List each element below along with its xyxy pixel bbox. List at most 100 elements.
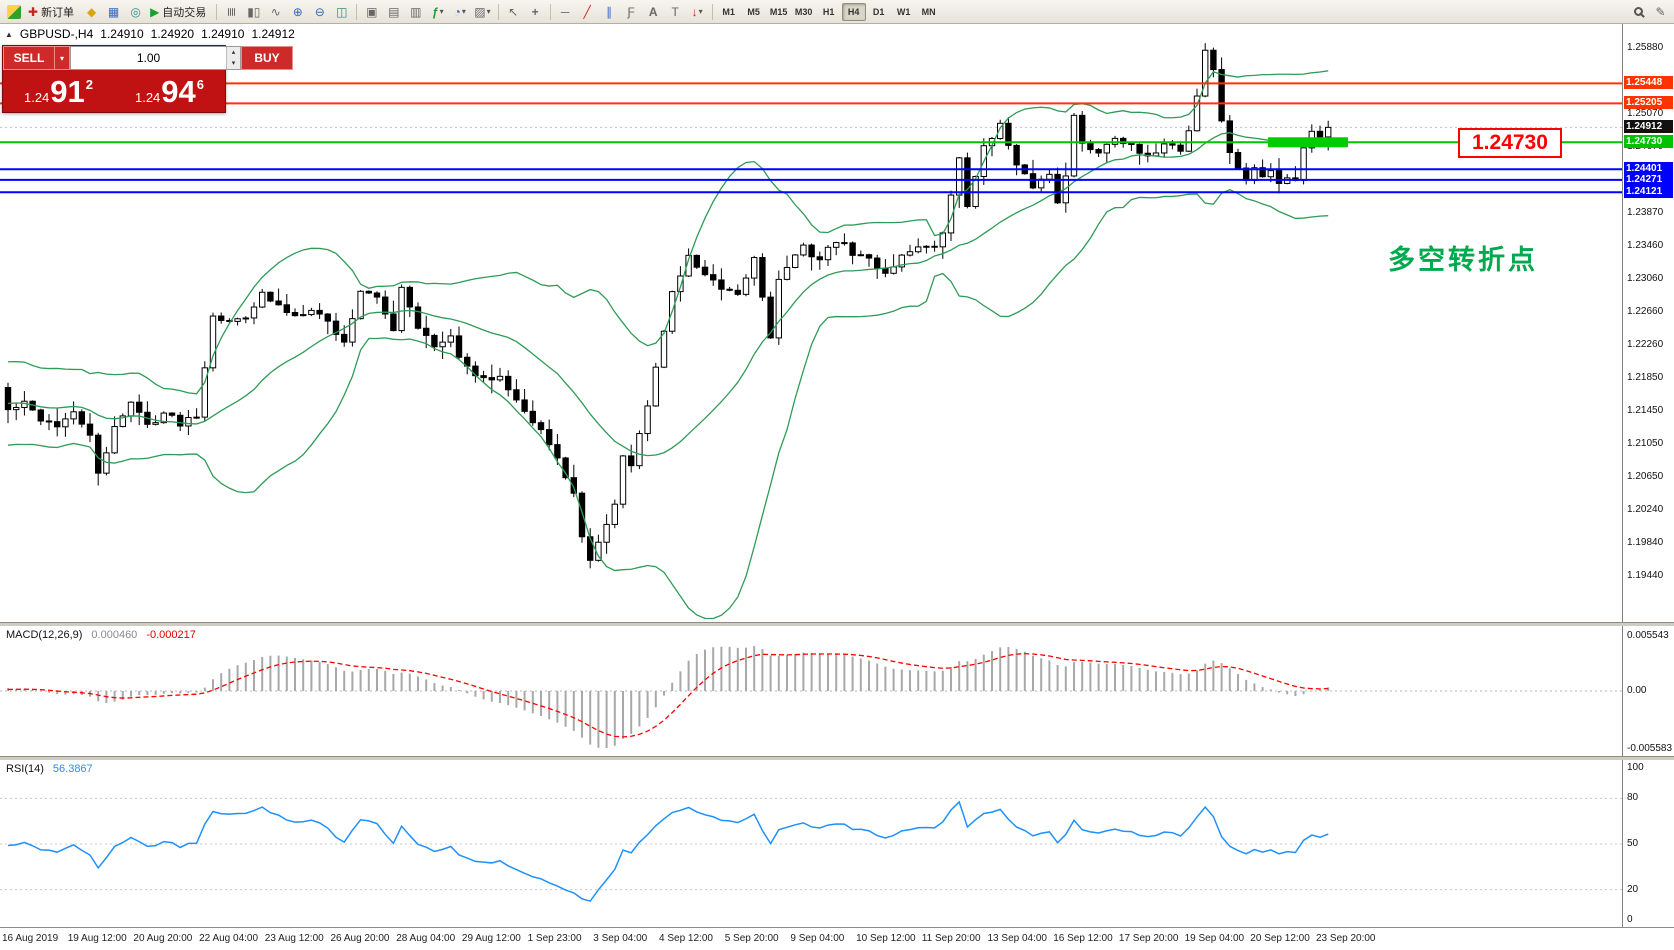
time-label: 28 Aug 04:00 bbox=[396, 933, 456, 944]
trendline-button[interactable]: ╱ bbox=[577, 2, 598, 22]
price-tick: 1.23060 bbox=[1627, 273, 1664, 285]
price-tick: 1.25880 bbox=[1627, 42, 1664, 53]
time-label: 16 Sep 12:00 bbox=[1053, 933, 1113, 944]
templates-icon: ▨ bbox=[474, 4, 486, 19]
timeframe-m30[interactable]: M30 bbox=[792, 3, 816, 21]
price-tick: 1.22660 bbox=[1627, 306, 1664, 317]
indicators-button[interactable]: ƒ ▾ bbox=[427, 2, 448, 22]
timeframe-d1[interactable]: D1 bbox=[867, 3, 891, 21]
time-label: 20 Sep 12:00 bbox=[1250, 933, 1310, 944]
macd-panel[interactable]: 0.005543 0.00 -0.005583 MACD(12,26,9) 0.00… bbox=[0, 626, 1674, 756]
bar-chart-button[interactable]: ≣ bbox=[221, 2, 242, 22]
tile-horizontal-button[interactable]: ▤ bbox=[383, 2, 404, 22]
high-value: 1.24920 bbox=[150, 27, 195, 41]
volume-input[interactable] bbox=[71, 47, 226, 69]
search-button[interactable] bbox=[1628, 2, 1649, 22]
bid-price-label: 1.24912 bbox=[1624, 120, 1673, 134]
sell-price-sup: 2 bbox=[85, 76, 94, 92]
price-axis[interactable]: 1.258801.250701.246701.238701.234601.230… bbox=[1622, 24, 1674, 622]
time-label: 9 Sep 04:00 bbox=[790, 933, 845, 944]
candlestick-chart[interactable] bbox=[0, 24, 1622, 622]
toolbar-separator bbox=[497, 3, 499, 20]
mt4-logo-button[interactable] bbox=[3, 2, 24, 22]
zoom-in-button[interactable]: ⊕ bbox=[287, 2, 308, 22]
periods-button[interactable]: ◔ ▾ bbox=[449, 2, 470, 22]
rsi-label: RSI(14) bbox=[6, 763, 44, 775]
label-tool-button[interactable]: T bbox=[665, 2, 686, 22]
timeframe-h4[interactable]: H4 bbox=[841, 2, 866, 21]
buy-price-sup: 6 bbox=[196, 76, 205, 92]
fibonacci-button[interactable]: Ƒ bbox=[621, 2, 642, 22]
market-watch-button[interactable]: ▦ bbox=[103, 2, 124, 22]
price-tick: 1.20650 bbox=[1627, 470, 1664, 482]
label-tool-icon: T bbox=[671, 4, 679, 19]
price-tick: 1.21450 bbox=[1627, 405, 1664, 417]
templates-button[interactable]: ▨ ▾ bbox=[471, 2, 493, 22]
macd-chart[interactable] bbox=[0, 626, 1622, 756]
time-axis[interactable]: 16 Aug 2019 19 Aug 12:00 20 Aug 20:00 22 Au… bbox=[0, 927, 1674, 950]
price-tick: 1.25070 bbox=[1627, 108, 1664, 120]
time-label: 11 Sep 20:00 bbox=[921, 933, 981, 944]
volume-up-button[interactable]: ▴ bbox=[227, 47, 240, 58]
new-order-button[interactable]: ✚ 新订单 bbox=[25, 2, 80, 22]
sell-options-dropdown[interactable]: ▾ bbox=[55, 46, 70, 70]
candlestick-chart-button[interactable]: ▮▯ bbox=[243, 2, 264, 22]
buy-price[interactable]: 1.24 94 6 bbox=[114, 70, 225, 112]
mql-editor-button[interactable]: ◆ bbox=[81, 2, 102, 22]
rsi-tick: 20 bbox=[1627, 883, 1639, 895]
arrow-tool-button[interactable]: ↓ ▾ bbox=[687, 2, 708, 22]
cascade-windows-button[interactable]: ▣ bbox=[361, 2, 382, 22]
candlestick-chart-icon: ▮▯ bbox=[247, 4, 261, 19]
dropdown-icon: ▾ bbox=[439, 7, 444, 16]
timeframe-m1[interactable]: M1 bbox=[717, 3, 741, 21]
channel-button[interactable]: ∥ bbox=[599, 2, 620, 22]
dropdown-icon: ▾ bbox=[698, 7, 703, 16]
trade-panel-prices: 1.24 91 2 1.24 94 6 bbox=[3, 70, 225, 112]
volume-down-button[interactable]: ▾ bbox=[227, 58, 240, 69]
periods-icon: ◔ bbox=[453, 4, 461, 19]
hline-price-label: 1.25448 bbox=[1624, 76, 1673, 90]
horizontal-line-button[interactable]: ─ bbox=[555, 2, 576, 22]
price-tick: 1.21050 bbox=[1627, 438, 1664, 449]
buy-button[interactable]: BUY bbox=[241, 46, 293, 70]
trendline-icon: ╱ bbox=[583, 4, 591, 19]
crosshair-button[interactable]: + bbox=[525, 2, 546, 22]
timeframe-m15[interactable]: M15 bbox=[767, 3, 791, 21]
macd-header: MACD(12,26,9) 0.000460 -0.000217 bbox=[6, 629, 196, 641]
edit-button[interactable]: ✎ bbox=[1650, 2, 1671, 22]
timeframe-mn[interactable]: MN bbox=[917, 3, 941, 21]
time-label: 10 Sep 12:00 bbox=[856, 933, 916, 944]
cursor-button[interactable]: ↖ bbox=[503, 2, 524, 22]
time-label: 23 Aug 12:00 bbox=[264, 933, 324, 944]
crosshair-icon: + bbox=[531, 4, 539, 19]
timeframe-w1[interactable]: W1 bbox=[892, 3, 916, 21]
timeframe-m5[interactable]: M5 bbox=[742, 3, 766, 21]
macd-signal-value: -0.000217 bbox=[146, 629, 196, 641]
rsi-header: RSI(14) 56.3867 bbox=[6, 763, 93, 775]
rsi-tick: 0 bbox=[1627, 914, 1633, 925]
tile-vertical-icon: ▥ bbox=[410, 4, 422, 19]
macd-label: MACD(12,26,9) bbox=[6, 629, 83, 641]
macd-axis[interactable]: 0.005543 0.00 -0.005583 bbox=[1622, 626, 1674, 756]
timeframe-group: M1 M5 M15 M30 H1 H4 D1 W1 MN bbox=[717, 2, 941, 21]
zoom-out-button[interactable]: ⊖ bbox=[309, 2, 330, 22]
sell-button[interactable]: SELL bbox=[3, 46, 55, 70]
search-icon bbox=[1634, 7, 1643, 16]
panel-splitter[interactable] bbox=[0, 756, 1674, 760]
line-chart-button[interactable]: ∿ bbox=[265, 2, 286, 22]
tile-windows-button[interactable]: ◫ bbox=[331, 2, 352, 22]
hline-price-label: 1.24121 bbox=[1624, 185, 1673, 199]
rsi-axis[interactable]: 100 80 50 20 0 bbox=[1622, 760, 1674, 927]
panel-splitter[interactable] bbox=[0, 622, 1674, 626]
navigator-button[interactable]: ◎ bbox=[125, 2, 146, 22]
hline-price-label: 1.24401 bbox=[1624, 162, 1673, 176]
timeframe-h1[interactable]: H1 bbox=[817, 3, 841, 21]
autotrading-button[interactable]: ▶ 自动交易 bbox=[147, 2, 212, 22]
tile-vertical-button[interactable]: ▥ bbox=[405, 2, 426, 22]
open-value: 1.24910 bbox=[100, 27, 144, 41]
text-tool-button[interactable]: A bbox=[643, 2, 664, 22]
main-chart-panel[interactable]: 1.258801.250701.246701.238701.234601.230… bbox=[0, 24, 1674, 622]
rsi-panel[interactable]: 100 80 50 20 0 RSI(14) 56.3867 bbox=[0, 760, 1674, 927]
sell-price[interactable]: 1.24 91 2 bbox=[3, 70, 114, 112]
rsi-chart[interactable] bbox=[0, 760, 1622, 927]
